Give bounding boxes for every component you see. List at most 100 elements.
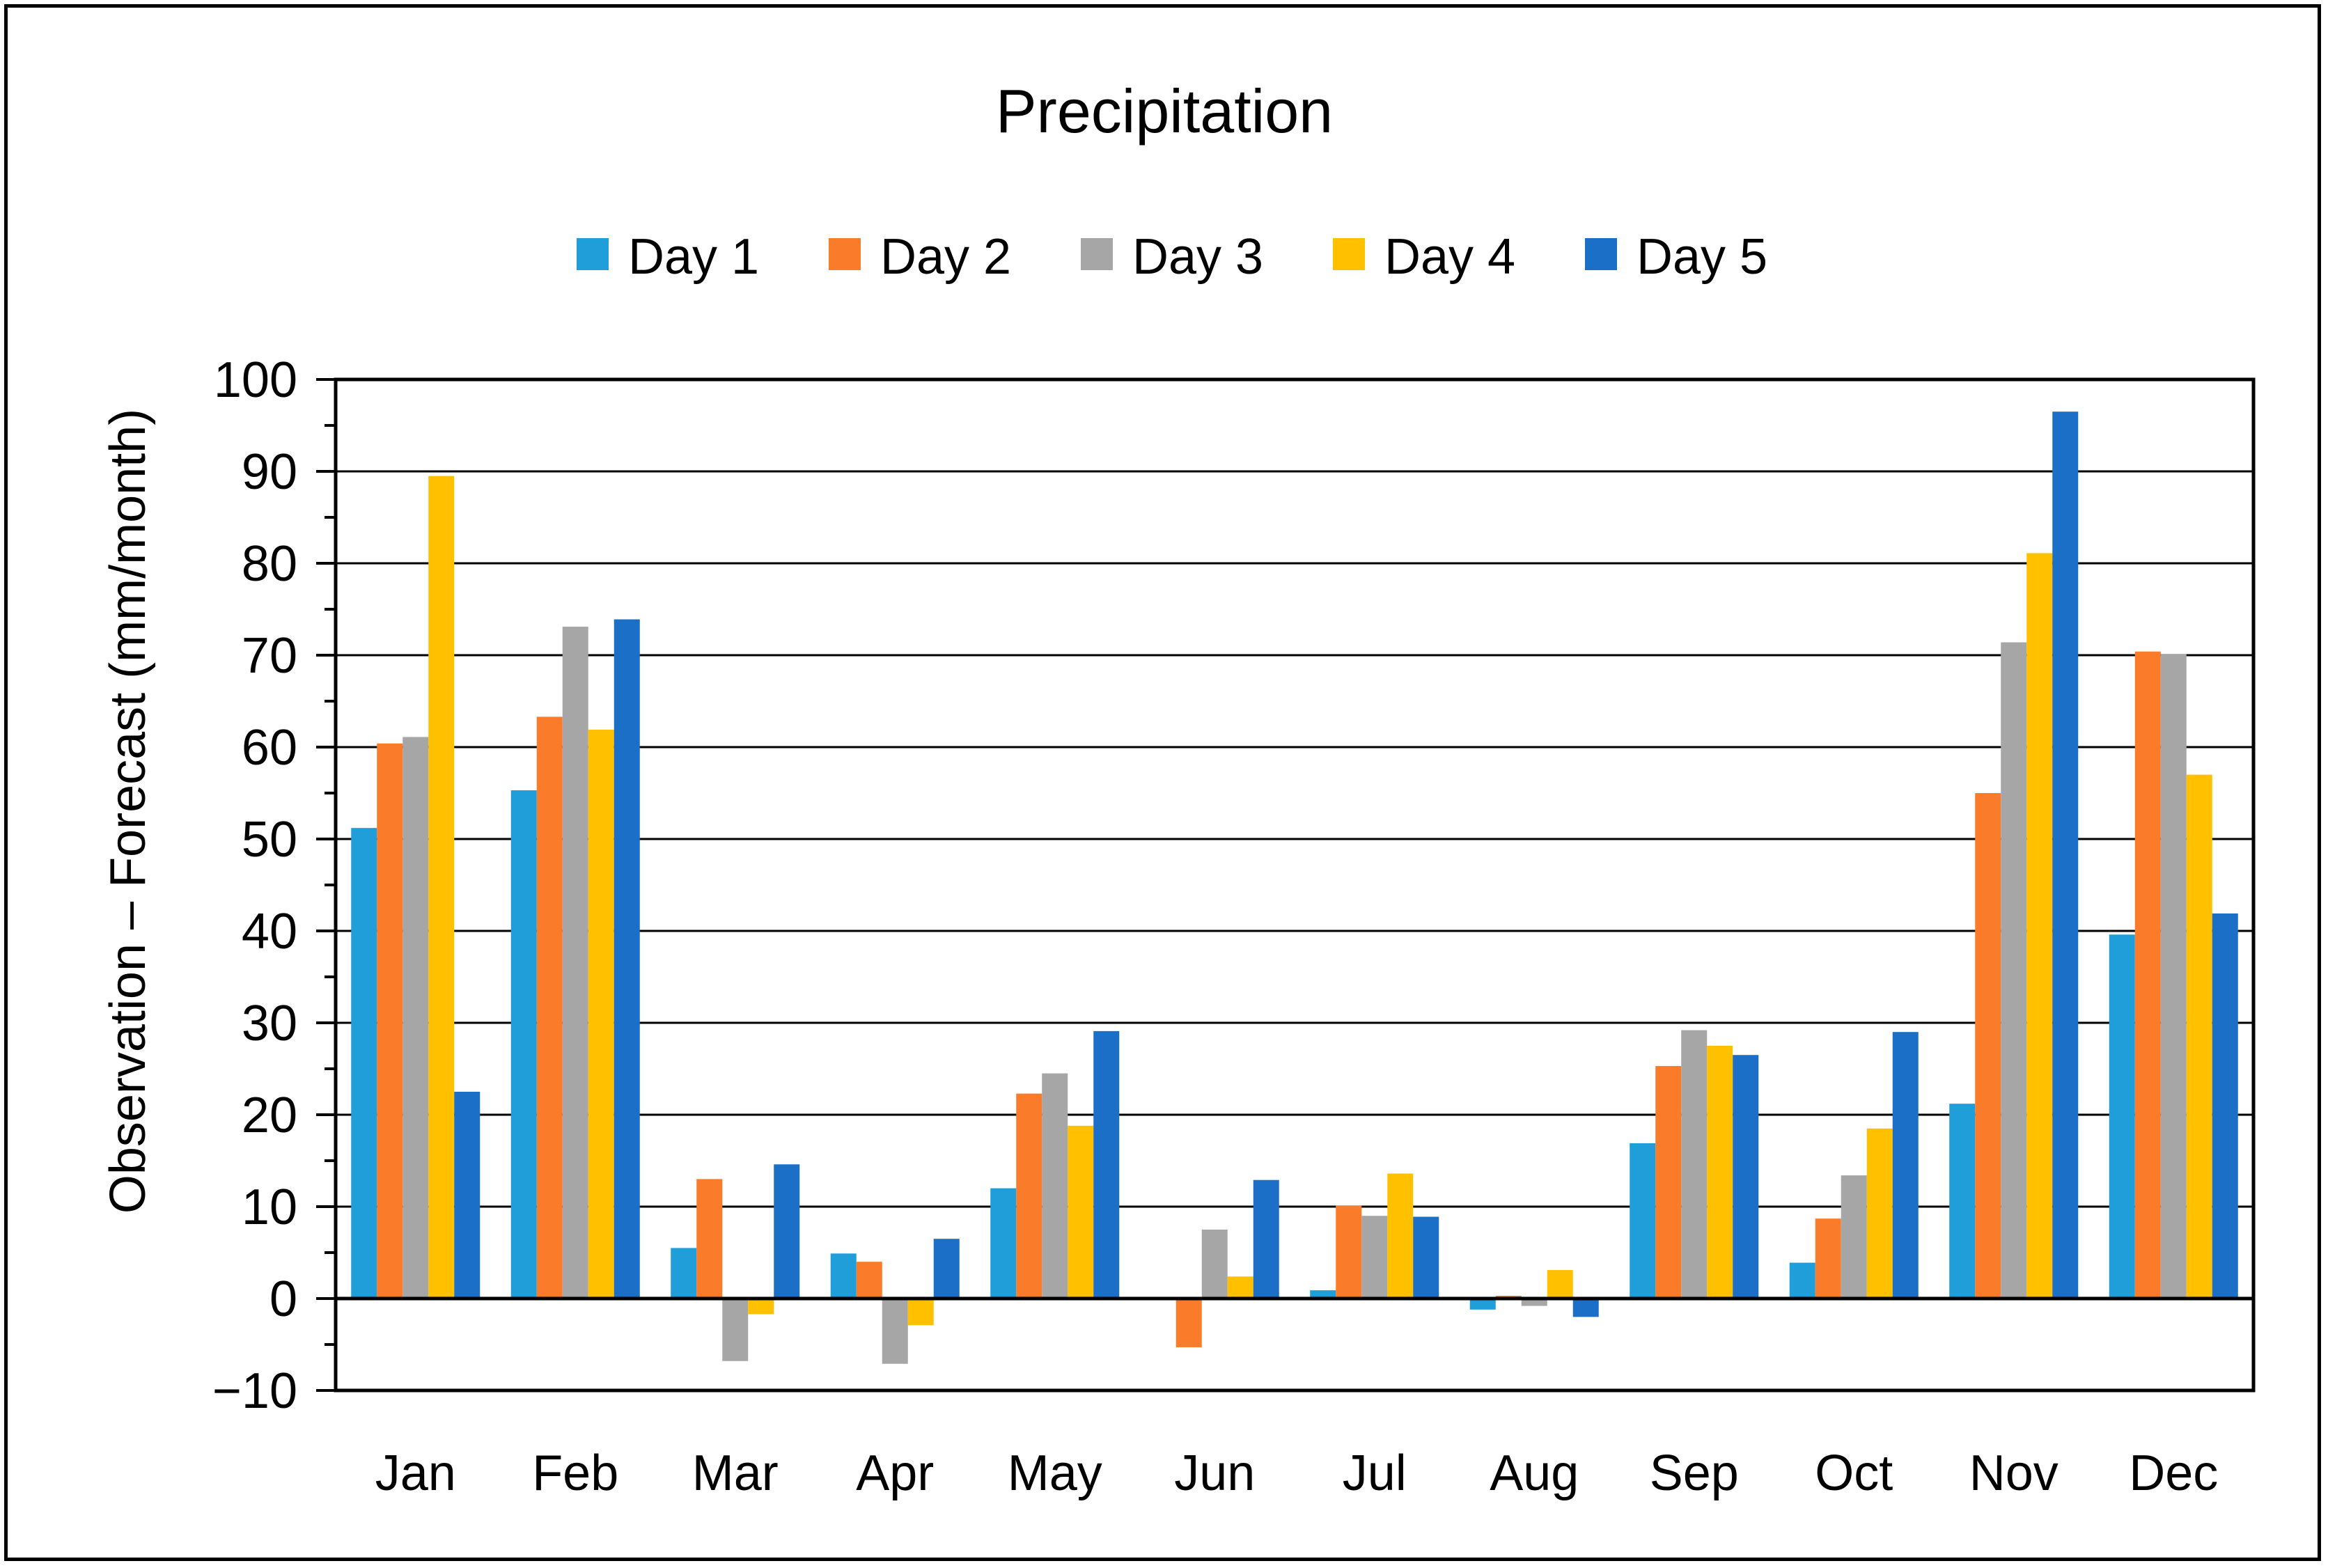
bar-aug-day-3 (1521, 1299, 1547, 1306)
y-tick-label: 60 (242, 720, 297, 776)
bar-apr-day-1 (830, 1253, 857, 1299)
bar-jun-day-3 (1201, 1230, 1228, 1299)
bar-jun-day-5 (1253, 1179, 1279, 1299)
bar-jul-day-1 (1310, 1290, 1336, 1299)
bar-may-day-2 (1016, 1093, 1042, 1299)
x-tick-label-aug: Aug (1490, 1445, 1579, 1501)
legend-label-day-4: Day 4 (1384, 229, 1515, 285)
bars (351, 411, 2238, 1364)
bar-jul-day-5 (1413, 1216, 1439, 1299)
bar-may-day-3 (1042, 1073, 1068, 1299)
bar-oct-day-2 (1815, 1218, 1841, 1299)
bar-jan-day-3 (403, 737, 429, 1299)
legend-label-day-1: Day 1 (628, 229, 759, 285)
y-tick-label: 80 (242, 536, 297, 592)
bar-oct-day-1 (1789, 1262, 1815, 1299)
bar-apr-day-4 (907, 1299, 934, 1326)
bar-may-day-4 (1068, 1125, 1094, 1299)
bar-dec-day-4 (2186, 774, 2212, 1299)
bar-oct-day-5 (1892, 1032, 1919, 1299)
bar-feb-day-4 (588, 729, 614, 1299)
bar-apr-day-2 (856, 1262, 882, 1299)
bar-dec-day-2 (2134, 651, 2161, 1299)
bar-jan-day-5 (454, 1092, 481, 1299)
y-tick-label: 50 (242, 812, 297, 868)
bar-dec-day-1 (2109, 934, 2135, 1299)
x-tick-label-may: May (1008, 1445, 1102, 1501)
y-tick-label: 0 (269, 1271, 297, 1327)
gridlines (336, 470, 2253, 1208)
bar-oct-day-3 (1841, 1175, 1867, 1299)
legend-swatch-day-2 (829, 238, 861, 270)
bar-sep-day-1 (1630, 1143, 1656, 1299)
x-tick-label-jul: Jul (1343, 1445, 1407, 1501)
x-tick-label-apr: Apr (856, 1445, 934, 1501)
y-tick-label: 20 (242, 1088, 297, 1143)
bar-jul-day-3 (1361, 1216, 1388, 1299)
legend-swatch-day-5 (1585, 238, 1617, 270)
x-axis-ticks: Jan Feb Mar Apr May Jun Jul Aug Sep Oct Nov Dec (375, 1445, 2219, 1501)
bar-nov-day-2 (1975, 793, 2001, 1299)
bar-nov-day-5 (2052, 411, 2079, 1299)
bar-mar-day-1 (671, 1248, 697, 1299)
x-tick-label-nov: Nov (1969, 1445, 2059, 1501)
y-tick-label: 40 (242, 904, 297, 959)
x-tick-label-feb: Feb (532, 1445, 618, 1501)
y-tick-label: 100 (214, 352, 297, 408)
bar-dec-day-3 (2160, 654, 2187, 1299)
bar-feb-day-1 (510, 790, 537, 1299)
bar-apr-day-3 (882, 1299, 908, 1364)
x-tick-label-jun: Jun (1174, 1445, 1255, 1501)
bar-mar-day-4 (748, 1299, 774, 1315)
legend: Day 1 Day 2 Day 3 Day 4 Day 5 (577, 229, 1767, 285)
legend-swatch-day-4 (1333, 238, 1365, 270)
y-axis-ticks: −10 0 10 20 30 40 50 60 70 80 90 100 (212, 352, 336, 1419)
x-tick-label-sep: Sep (1650, 1445, 1739, 1501)
y-tick-label: −10 (212, 1363, 297, 1419)
bar-sep-day-2 (1655, 1066, 1682, 1299)
bar-nov-day-1 (1949, 1104, 1976, 1299)
bar-jan-day-1 (351, 828, 377, 1299)
bar-mar-day-3 (722, 1299, 749, 1361)
bar-sep-day-4 (1707, 1046, 1733, 1299)
bar-aug-day-4 (1547, 1270, 1573, 1299)
bar-jan-day-2 (377, 743, 403, 1299)
bar-dec-day-5 (2212, 913, 2238, 1299)
bar-nov-day-3 (2001, 642, 2027, 1299)
y-tick-label: 90 (242, 444, 297, 500)
bar-jul-day-2 (1336, 1205, 1362, 1299)
legend-swatch-day-1 (577, 238, 609, 270)
chart-title: Precipitation (996, 77, 1333, 146)
bar-nov-day-4 (2026, 553, 2053, 1299)
x-tick-label-oct: Oct (1815, 1445, 1893, 1501)
bar-aug-day-1 (1469, 1299, 1496, 1310)
x-tick-label-dec: Dec (2129, 1445, 2218, 1501)
bar-aug-day-5 (1572, 1299, 1599, 1317)
bar-jun-day-2 (1175, 1299, 1202, 1347)
bar-jan-day-4 (428, 476, 455, 1299)
y-axis-title: Observation – Forecast (mm/month) (100, 409, 156, 1214)
bar-sep-day-3 (1681, 1030, 1708, 1299)
y-tick-label: 70 (242, 628, 297, 684)
legend-label-day-3: Day 3 (1132, 229, 1263, 285)
bar-jul-day-4 (1387, 1173, 1414, 1299)
bar-may-day-5 (1093, 1030, 1120, 1299)
y-tick-label: 10 (242, 1179, 297, 1235)
bar-feb-day-3 (562, 627, 588, 1299)
bar-may-day-1 (990, 1188, 1017, 1299)
legend-swatch-day-3 (1081, 238, 1113, 270)
x-tick-label-jan: Jan (375, 1445, 456, 1501)
legend-label-day-5: Day 5 (1636, 229, 1767, 285)
bar-sep-day-5 (1733, 1055, 1759, 1299)
y-tick-label: 30 (242, 996, 297, 1051)
bar-mar-day-5 (774, 1164, 800, 1299)
bar-feb-day-5 (614, 619, 640, 1299)
x-tick-label-mar: Mar (692, 1445, 779, 1501)
legend-label-day-2: Day 2 (880, 229, 1011, 285)
bar-feb-day-2 (536, 716, 563, 1299)
bar-mar-day-2 (696, 1179, 723, 1299)
bar-oct-day-4 (1866, 1128, 1893, 1299)
bar-jun-day-4 (1227, 1276, 1253, 1299)
bar-apr-day-5 (933, 1239, 960, 1299)
